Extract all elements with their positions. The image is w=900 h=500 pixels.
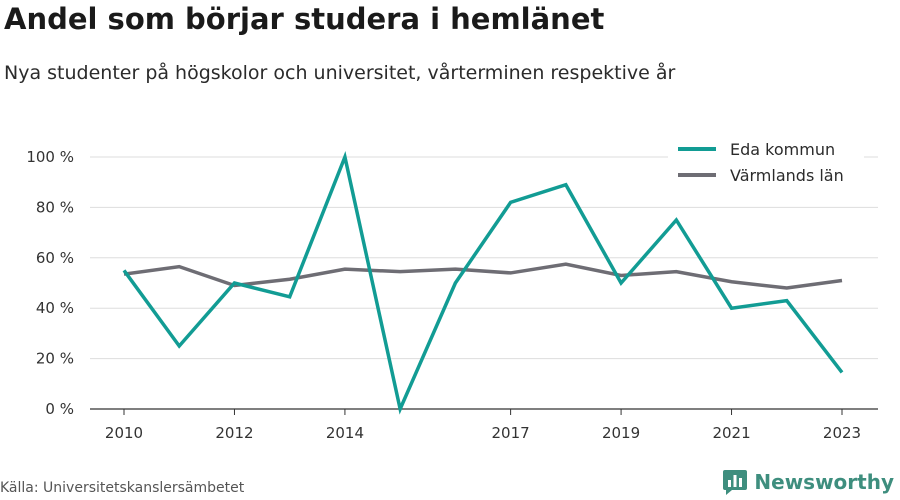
bar-chart-logo-icon xyxy=(723,470,748,495)
series-line-eda-kommun xyxy=(122,151,844,415)
y-tick-label: 0 % xyxy=(45,400,74,418)
x-tick-label: 2023 xyxy=(823,424,861,442)
legend-box xyxy=(668,132,864,194)
y-tick-label: 20 % xyxy=(36,350,74,368)
y-tick-label: 60 % xyxy=(36,249,74,267)
x-tick-label: 2021 xyxy=(712,424,750,442)
source-note: Källa: Universitetskanslersämbetet xyxy=(0,480,245,496)
chart-title: Andel som börjar studera i hemlänet xyxy=(4,2,605,36)
y-tick-label: 80 % xyxy=(36,198,74,216)
chart-subtitle: Nya studenter på högskolor och universit… xyxy=(4,62,676,84)
legend-label: Värmlands län xyxy=(730,166,844,185)
x-tick-label: 2019 xyxy=(602,424,640,442)
y-tick-label: 40 % xyxy=(36,299,74,317)
legend-label: Eda kommun xyxy=(730,140,835,159)
brand-name: Newsworthy xyxy=(754,470,894,494)
y-tick-label: 100 % xyxy=(26,148,74,166)
brand-logo: Newsworthy xyxy=(722,468,894,496)
x-tick-label: 2012 xyxy=(215,424,253,442)
x-tick-label: 2010 xyxy=(105,424,143,442)
x-tick-label: 2014 xyxy=(326,424,364,442)
x-tick-label: 2017 xyxy=(492,424,530,442)
